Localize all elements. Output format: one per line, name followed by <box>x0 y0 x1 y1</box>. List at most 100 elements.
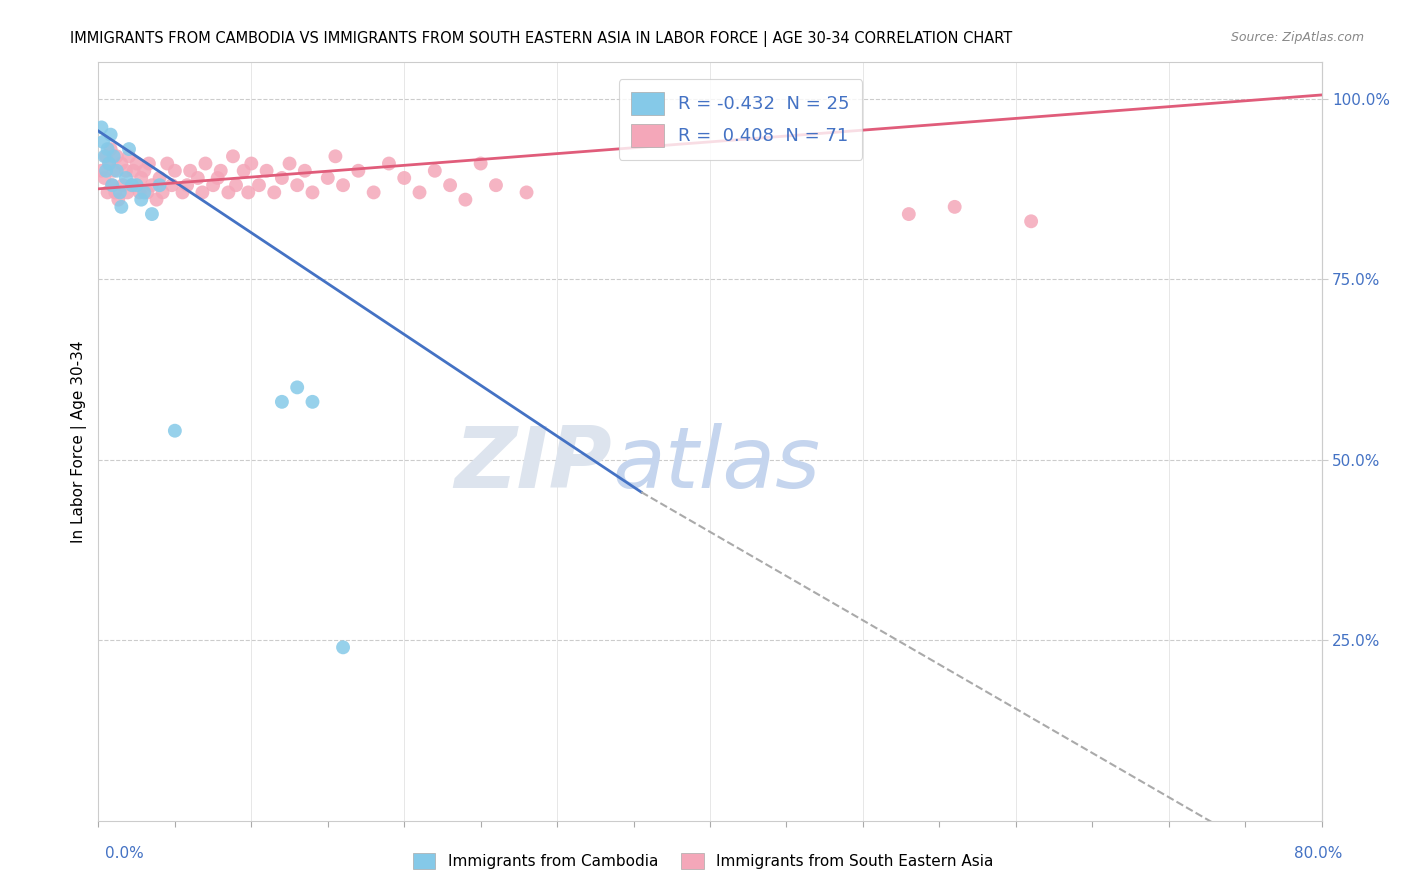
Point <box>97 142 120 156</box>
Point <box>943 200 966 214</box>
Point <box>134 163 156 178</box>
Point <box>121 178 143 193</box>
Text: ZIP: ZIP <box>454 423 612 506</box>
Point <box>115 163 138 178</box>
Point <box>108 186 131 200</box>
Legend: R = -0.432  N = 25, R =  0.408  N = 71: R = -0.432 N = 25, R = 0.408 N = 71 <box>619 79 862 160</box>
Point <box>115 171 138 186</box>
Point <box>94 163 117 178</box>
Point <box>136 186 159 200</box>
Point <box>111 178 134 193</box>
Text: IMMIGRANTS FROM CAMBODIA VS IMMIGRANTS FROM SOUTH EASTERN ASIA IN LABOR FORCE | : IMMIGRANTS FROM CAMBODIA VS IMMIGRANTS F… <box>70 31 1012 47</box>
Point <box>485 178 508 193</box>
Point <box>125 178 148 193</box>
Text: atlas: atlas <box>612 423 820 506</box>
Point <box>105 149 128 163</box>
Point <box>316 171 339 186</box>
Point <box>225 178 247 193</box>
Point <box>238 186 260 200</box>
Point <box>141 178 163 193</box>
Point <box>160 178 183 193</box>
Point <box>117 186 139 200</box>
Point <box>128 186 150 200</box>
Point <box>332 640 354 655</box>
Point <box>121 178 143 193</box>
Point <box>93 171 115 186</box>
Point <box>91 135 114 149</box>
Point <box>179 163 201 178</box>
Point <box>240 156 263 170</box>
Point <box>187 171 209 186</box>
Legend: Immigrants from Cambodia, Immigrants from South Eastern Asia: Immigrants from Cambodia, Immigrants fro… <box>406 847 1000 875</box>
Point <box>122 163 145 178</box>
Point <box>363 186 385 200</box>
Point <box>209 163 232 178</box>
Point <box>408 186 430 200</box>
Point <box>263 186 285 200</box>
Point <box>176 178 198 193</box>
Point <box>101 178 124 193</box>
Point <box>129 171 152 186</box>
Point <box>222 149 245 163</box>
Point <box>141 207 163 221</box>
Point <box>172 186 194 200</box>
Text: Source: ZipAtlas.com: Source: ZipAtlas.com <box>1230 31 1364 45</box>
Point <box>285 178 308 193</box>
Point <box>98 156 121 170</box>
Point <box>156 156 179 170</box>
Point <box>118 142 141 156</box>
Point <box>90 163 112 178</box>
Point <box>1019 214 1042 228</box>
Point <box>149 171 172 186</box>
Point <box>103 149 125 163</box>
Point <box>94 149 117 163</box>
Point <box>98 156 121 170</box>
Point <box>897 207 920 221</box>
Point <box>110 156 132 170</box>
Point <box>202 178 225 193</box>
Point <box>294 163 316 178</box>
Point <box>392 171 416 186</box>
Point <box>104 186 127 200</box>
Point <box>118 149 141 163</box>
Point <box>516 186 538 200</box>
Text: 0.0%: 0.0% <box>105 847 145 861</box>
Point <box>207 171 229 186</box>
Point <box>270 394 292 409</box>
Point <box>301 186 323 200</box>
Point <box>247 178 270 193</box>
Point <box>194 156 217 170</box>
Point <box>145 193 167 207</box>
Point <box>454 193 477 207</box>
Point <box>325 149 347 163</box>
Point <box>97 186 120 200</box>
Point <box>423 163 446 178</box>
Point <box>378 156 401 170</box>
Point <box>90 120 112 135</box>
Point <box>149 178 172 193</box>
Point <box>217 186 239 200</box>
Point <box>138 156 160 170</box>
Point <box>100 142 122 156</box>
Point <box>347 163 370 178</box>
Point <box>101 178 124 193</box>
Point <box>332 178 354 193</box>
Point <box>105 163 128 178</box>
Point <box>232 163 254 178</box>
Point <box>301 394 323 409</box>
Point <box>152 186 174 200</box>
Point <box>270 171 292 186</box>
Point <box>93 149 115 163</box>
Point <box>125 156 148 170</box>
Point <box>285 380 308 394</box>
Point <box>103 163 125 178</box>
Point <box>134 186 156 200</box>
Point <box>256 163 278 178</box>
Point <box>129 193 152 207</box>
Point <box>191 186 214 200</box>
Point <box>110 200 132 214</box>
Y-axis label: In Labor Force | Age 30-34: In Labor Force | Age 30-34 <box>72 340 87 543</box>
Point <box>163 424 186 438</box>
Text: 80.0%: 80.0% <box>1295 847 1343 861</box>
Point <box>470 156 492 170</box>
